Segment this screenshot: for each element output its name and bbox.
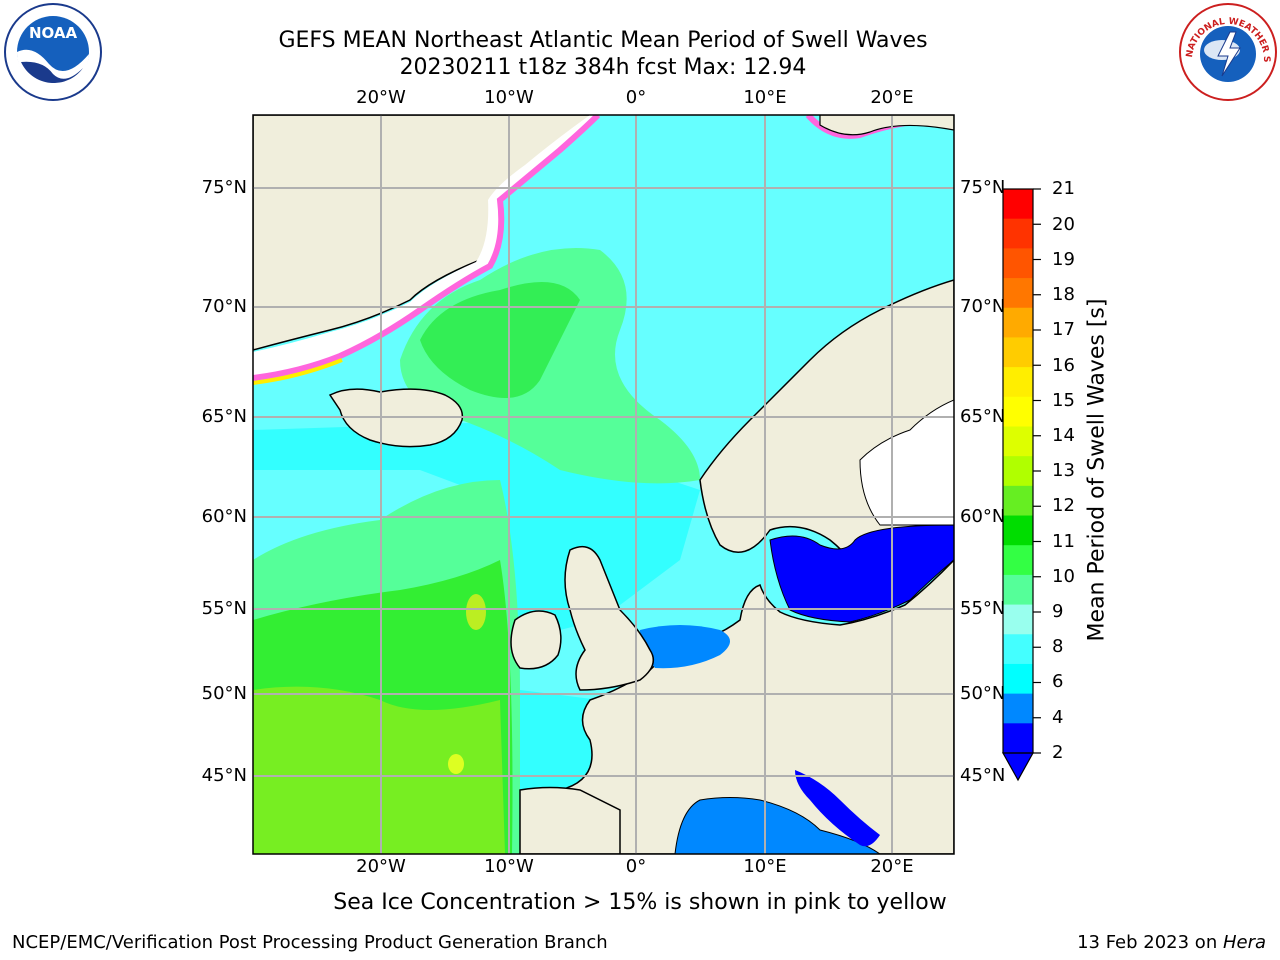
lat-label-left: 45°N <box>201 765 247 786</box>
colorbar-segment <box>1003 337 1033 368</box>
colorbar-tick-label: 16 <box>1052 355 1075 376</box>
colorbar-segment <box>1003 248 1033 279</box>
footer-host: Hera <box>1222 932 1266 953</box>
sea-ice-edge-yellow <box>253 358 343 385</box>
colorbar-tick-label: 14 <box>1052 425 1075 446</box>
colorbar-segment <box>1003 278 1033 309</box>
colorbar-label: Mean Period of Swell Waves [s] <box>1084 298 1110 642</box>
lat-label-left: 65°N <box>201 406 247 427</box>
lon-label-bottom: 10°W <box>484 856 534 877</box>
lon-label-top: 20°E <box>870 87 914 108</box>
lon-label-top: 20°W <box>356 87 406 108</box>
lon-label-top: 10°W <box>484 87 534 108</box>
lon-label-bottom: 0° <box>625 856 647 877</box>
finland-gap <box>859 399 954 526</box>
adriatic-sea <box>795 770 880 847</box>
ireland-land <box>510 610 562 670</box>
chart-title: GEFS MEAN Northeast Atlantic Mean Period… <box>278 28 928 53</box>
colorbar-tick-label: 10 <box>1052 566 1075 587</box>
colorbar-segment <box>1003 307 1033 338</box>
colorbar-segment <box>1003 456 1033 487</box>
sea-ice-edge <box>253 115 601 381</box>
lat-label-left: 75°N <box>201 177 247 198</box>
colorbar-segment <box>1003 515 1033 546</box>
north-sea-shallow <box>640 625 730 669</box>
colorbar-segment <box>1003 663 1033 695</box>
lon-label-bottom: 20°W <box>356 856 406 877</box>
colorbar-segment <box>1003 693 1033 724</box>
great-britain-land <box>564 545 655 691</box>
colorbar-segment <box>1003 218 1033 249</box>
baltic-sea <box>769 524 954 623</box>
sea-ice-greenland <box>253 115 600 378</box>
chart-subtitle: 20230211 t18z 384h fcst Max: 12.94 <box>399 55 807 80</box>
colorbar-tick-label: 2 <box>1052 742 1064 763</box>
colorbar-segment <box>1003 396 1033 427</box>
colorbar-segment <box>1003 485 1033 517</box>
colorbar-tick-label: 8 <box>1052 636 1064 657</box>
colorbar-tick-label: 11 <box>1052 531 1075 552</box>
colorbar-segment <box>1003 574 1033 606</box>
colorbar-segment <box>1003 545 1033 576</box>
lat-label-left: 55°N <box>201 598 247 619</box>
colorbar-frame <box>1002 188 1034 754</box>
lon-label-bottom: 10°E <box>743 856 787 877</box>
colorbar-segment <box>1003 723 1033 754</box>
nws-logo: NATIONAL WEATHER SERVICE <box>1178 2 1277 101</box>
colorbar-extend-arrow <box>1001 752 1035 782</box>
colorbar-tick-label: 15 <box>1052 390 1075 411</box>
map-frame <box>252 114 955 855</box>
colorbar-tick-label: 21 <box>1052 178 1075 199</box>
colorbar-segment <box>1003 634 1033 665</box>
lon-label-top: 10°E <box>743 87 787 108</box>
mediterranean-sea <box>674 797 881 854</box>
colorbar-tick-label: 4 <box>1052 707 1064 728</box>
colorbar-tick-label: 17 <box>1052 319 1075 340</box>
iberia-land <box>519 786 621 854</box>
colorbar-segment <box>1003 604 1033 635</box>
colorbar-tick-label: 18 <box>1052 284 1075 305</box>
footer-org: NCEP/EMC/Verification Post Processing Pr… <box>12 932 608 953</box>
lat-label-right: 70°N <box>960 296 1006 317</box>
lon-label-top: 0° <box>625 87 647 108</box>
lat-label-right: 50°N <box>960 683 1006 704</box>
noaa-logo: NOAA <box>4 3 102 101</box>
colorbar-tick-label: 12 <box>1052 495 1075 516</box>
lon-label-bottom: 20°E <box>870 856 914 877</box>
colorbar-tick-label: 19 <box>1052 249 1075 270</box>
colorbar-tick-label: 13 <box>1052 460 1075 481</box>
swell-zone-10s-north <box>420 282 580 398</box>
swell-zone-12s-atl <box>253 686 505 854</box>
svg-text:NOAA: NOAA <box>29 24 78 42</box>
colorbar-segment <box>1003 189 1033 220</box>
colorbar-segment <box>1003 426 1033 457</box>
footer-date: 13 Feb 2023 on Hera <box>1077 932 1266 953</box>
lat-label-right: 65°N <box>960 406 1006 427</box>
lat-label-left: 70°N <box>201 296 247 317</box>
swell-max-spot <box>466 594 486 630</box>
lat-label-right: 45°N <box>960 765 1006 786</box>
colorbar-tick-label: 9 <box>1052 601 1064 622</box>
colorbar-segment <box>1003 367 1033 398</box>
colorbar-tick-label: 6 <box>1052 671 1064 692</box>
lat-label-left: 60°N <box>201 506 247 527</box>
colorbar <box>1003 188 1041 754</box>
lat-label-right: 75°N <box>960 177 1006 198</box>
lat-label-right: 55°N <box>960 598 1006 619</box>
lat-label-left: 50°N <box>201 683 247 704</box>
swell-max-spot <box>448 754 464 774</box>
svalbard-land <box>819 115 954 136</box>
sea-ice-caption: Sea Ice Concentration > 15% is shown in … <box>333 890 947 915</box>
lat-label-right: 60°N <box>960 506 1006 527</box>
colorbar-tick-label: 20 <box>1052 214 1075 235</box>
